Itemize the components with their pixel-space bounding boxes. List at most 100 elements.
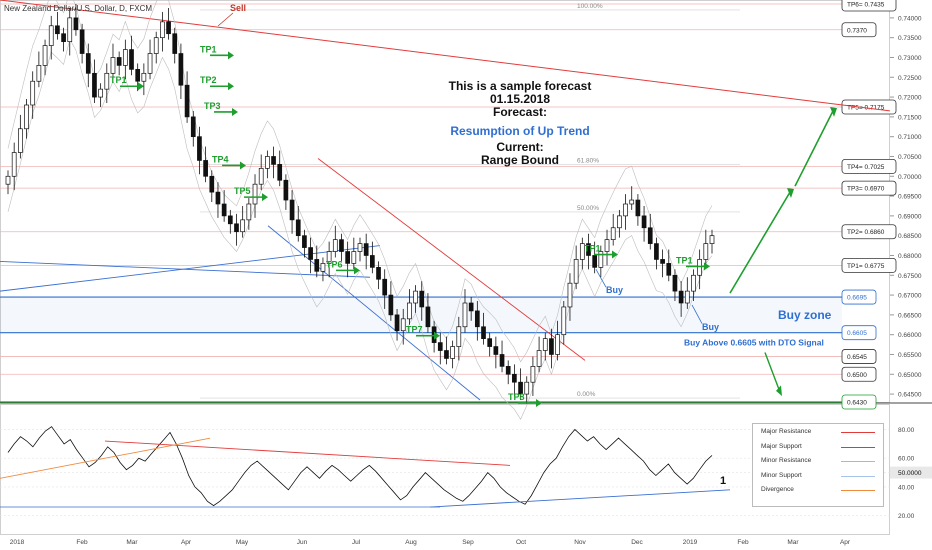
y-tick-label: 0.73500 xyxy=(898,35,922,42)
x-tick-label: Dec xyxy=(631,539,643,546)
osc-current-label: 50.0000 xyxy=(898,470,922,477)
tp-label: TP1 xyxy=(584,244,601,254)
candle xyxy=(55,25,60,35)
candle xyxy=(518,381,523,395)
osc-support-line xyxy=(429,489,731,508)
candle xyxy=(320,263,326,272)
candle xyxy=(376,267,381,280)
candle xyxy=(271,156,276,165)
forecast-line1: This is a sample forecast xyxy=(448,79,592,93)
candle xyxy=(530,366,536,383)
symbol-title: New Zealand Dollar/U.S. Dollar, D, FXCM xyxy=(4,4,153,13)
y-tick-label: 0.70000 xyxy=(898,174,922,181)
candle xyxy=(129,49,134,70)
candle xyxy=(79,29,85,54)
candle xyxy=(234,223,239,233)
osc-tick-label: 60.00 xyxy=(898,456,915,463)
candle xyxy=(252,183,258,205)
y-tick-label: 0.68500 xyxy=(898,233,922,240)
y-tick-label: 0.64500 xyxy=(898,392,922,399)
price-level-label: 0.6695 xyxy=(847,295,867,302)
y-tick-label: 0.74000 xyxy=(898,15,922,22)
candle xyxy=(617,215,622,229)
tp-label: TP1 xyxy=(200,44,217,54)
candle xyxy=(691,274,696,292)
candle xyxy=(166,21,171,35)
candle xyxy=(172,33,178,54)
buy-signal: Buy xyxy=(606,285,623,295)
y-tick-label: 0.67500 xyxy=(898,273,922,280)
tp-arrow-head xyxy=(138,82,144,91)
candle xyxy=(382,278,388,296)
y-tick-label: 0.72000 xyxy=(898,95,922,102)
price-level-tag xyxy=(841,325,877,341)
forecast-trend: Resumption of Up Trend xyxy=(450,124,590,138)
legend-swatch xyxy=(841,461,875,462)
candle xyxy=(339,239,344,252)
tp-arrow-head xyxy=(240,161,246,170)
price-level-tag xyxy=(841,0,897,12)
buy-zone-note: Buy Above 0.6605 with DTO Signal xyxy=(684,338,824,348)
forecast-date: 01.15.2018 xyxy=(489,92,551,106)
x-tick-label: Feb xyxy=(76,539,88,546)
band-upper xyxy=(7,0,713,363)
price-level-tag xyxy=(841,349,877,364)
candle xyxy=(289,199,295,221)
candle xyxy=(160,21,165,39)
forecast-arrow xyxy=(794,110,834,187)
candle xyxy=(73,17,79,31)
x-tick-label: 2018 xyxy=(10,539,25,546)
candle xyxy=(141,72,147,82)
candle xyxy=(579,243,585,260)
candle xyxy=(122,49,128,66)
legend-row: Major Support xyxy=(753,439,883,454)
tp-label: TP8 xyxy=(508,392,525,402)
candle xyxy=(283,179,289,201)
x-tick-label: Sep xyxy=(462,539,474,546)
x-tick-label: 2019 xyxy=(683,539,698,546)
candle xyxy=(11,152,17,177)
price-level-label: 0.6500 xyxy=(847,372,867,379)
candle xyxy=(468,302,474,312)
candle xyxy=(258,168,264,185)
candle xyxy=(61,33,66,42)
candle xyxy=(277,164,283,181)
x-tick-label: Mar xyxy=(126,539,138,546)
candle xyxy=(437,342,443,351)
candle xyxy=(104,72,110,90)
candle xyxy=(462,302,468,328)
candle xyxy=(413,290,418,304)
candle xyxy=(221,203,227,217)
candle xyxy=(555,334,560,355)
price-level-tag xyxy=(841,180,897,196)
candle xyxy=(246,203,252,221)
price-level-tag xyxy=(841,394,877,410)
forecast-arrow-head xyxy=(776,385,782,397)
candle xyxy=(30,80,36,106)
candle xyxy=(598,251,604,268)
tp-label: TP1 xyxy=(110,75,127,85)
candle xyxy=(573,259,579,284)
tp-arrow-head xyxy=(228,51,234,60)
x-tick-label: Feb xyxy=(737,539,749,546)
candle xyxy=(116,57,122,66)
candle xyxy=(326,251,332,264)
candle xyxy=(302,235,307,248)
forecast-arrow-head xyxy=(830,106,837,117)
y-tick-label: 0.65500 xyxy=(898,352,922,359)
price-level-tag xyxy=(841,289,877,305)
legend-row: Divergence xyxy=(753,482,883,497)
major-resistance-line xyxy=(0,0,891,112)
forecast-arrow xyxy=(729,191,791,294)
candle xyxy=(623,203,628,217)
candle xyxy=(629,199,635,205)
legend-swatch xyxy=(841,475,875,477)
x-tick-label: Apr xyxy=(181,539,192,546)
candle xyxy=(703,243,709,260)
price-level-label: TP1= 0.6775 xyxy=(847,263,885,270)
tp-arrow-head xyxy=(262,193,268,202)
y-tick-label: 0.69000 xyxy=(898,213,922,220)
tp-arrow-head xyxy=(354,266,360,275)
candle xyxy=(147,53,153,74)
x-tick-label: Aug xyxy=(405,539,417,546)
